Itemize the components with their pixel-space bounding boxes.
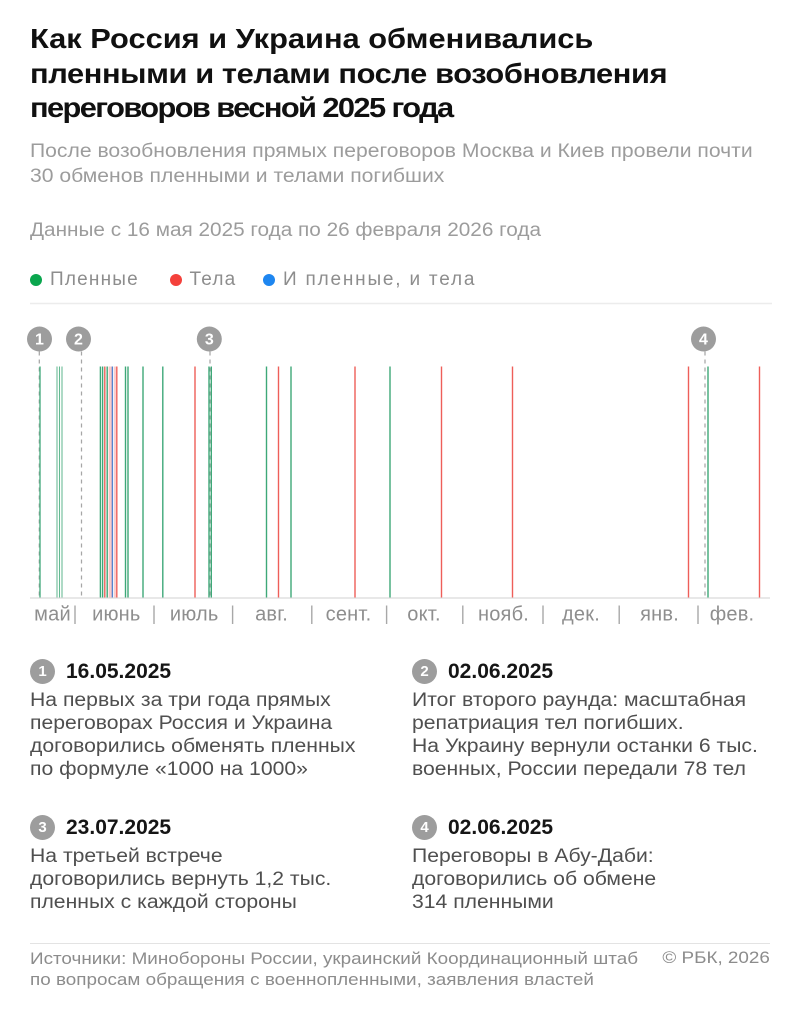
svg-text:авг.: авг. (255, 604, 288, 626)
svg-text:фев.: фев. (710, 604, 755, 626)
svg-text:июль: июль (170, 604, 219, 626)
svg-text:2: 2 (74, 332, 83, 349)
svg-text:май: май (34, 604, 71, 626)
svg-text:июнь: июнь (92, 604, 140, 626)
svg-text:сент.: сент. (326, 604, 372, 626)
svg-text:дек.: дек. (562, 604, 600, 626)
svg-text:1: 1 (35, 332, 44, 349)
svg-text:3: 3 (205, 332, 214, 349)
svg-text:окт.: окт. (407, 604, 440, 626)
svg-text:4: 4 (699, 332, 708, 349)
svg-text:янв.: янв. (640, 604, 679, 626)
svg-text:нояб.: нояб. (478, 604, 529, 626)
